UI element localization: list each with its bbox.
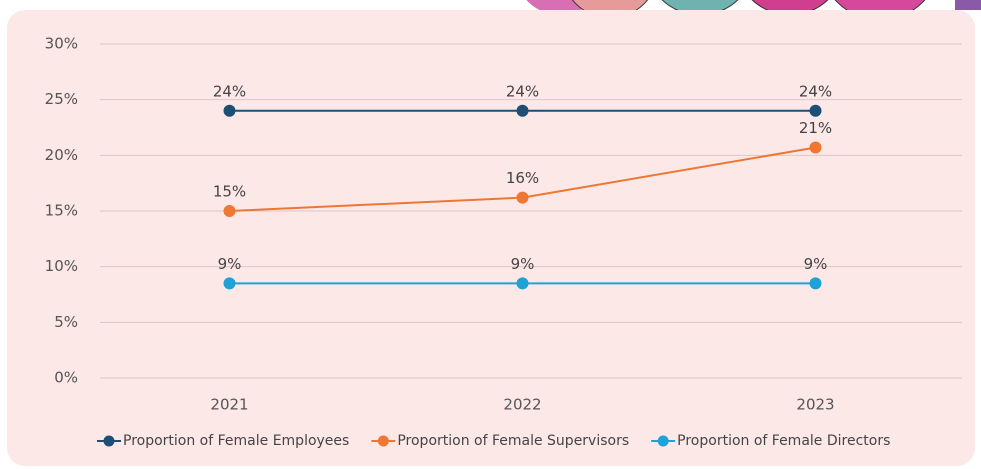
y-tick-label: 5%: [54, 313, 78, 331]
data-label: 24%: [506, 82, 539, 100]
data-label: 9%: [804, 255, 828, 273]
data-point: [810, 142, 822, 154]
data-point: [224, 277, 236, 289]
data-point: [224, 105, 236, 117]
data-label: 24%: [213, 82, 246, 100]
data-label: 24%: [799, 82, 832, 100]
y-tick-label: 0%: [54, 369, 78, 387]
legend-label: Proportion of Female Directors: [677, 433, 890, 449]
chart: 0% 5% 10% 15% 20% 25% 30% 2021 2022 2023 24% 24% 24%…: [0, 0, 981, 469]
data-point: [517, 105, 529, 117]
x-tick-label: 2023: [796, 396, 834, 414]
y-tick-label: 15%: [45, 202, 78, 220]
x-tick-label: 2021: [210, 396, 248, 414]
y-tick-label: 30%: [45, 35, 78, 53]
x-tick-label: 2022: [503, 396, 541, 414]
page: {"chart_data": {"type": "line", "categor…: [0, 0, 981, 469]
data-label: 21%: [799, 119, 832, 137]
y-tick-label: 10%: [45, 257, 78, 275]
legend-label: Proportion of Female Supervisors: [397, 433, 629, 449]
data-point: [224, 205, 236, 217]
y-tick-label: 25%: [45, 90, 78, 108]
y-tick-label: 20%: [45, 146, 78, 164]
legend-marker: [658, 436, 669, 447]
legend-marker: [104, 436, 115, 447]
legend-label: Proportion of Female Employees: [123, 433, 349, 449]
data-point: [810, 277, 822, 289]
data-point: [810, 105, 822, 117]
data-label: 9%: [218, 255, 242, 273]
data-point: [517, 277, 529, 289]
legend-marker: [378, 436, 389, 447]
data-label: 9%: [511, 255, 535, 273]
data-label: 15%: [213, 183, 246, 201]
data-label: 16%: [506, 169, 539, 187]
data-point: [517, 192, 529, 204]
